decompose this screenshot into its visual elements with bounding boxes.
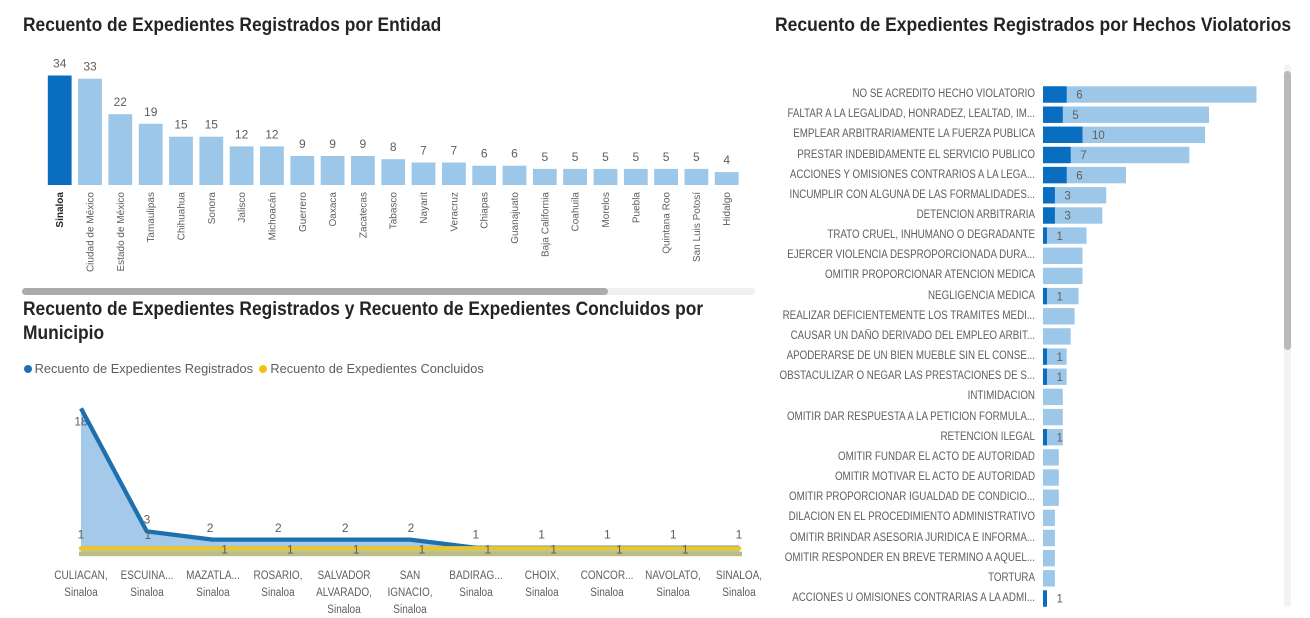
svg-text:1: 1: [1057, 372, 1063, 384]
svg-text:3: 3: [1064, 211, 1070, 223]
svg-text:5: 5: [663, 150, 670, 164]
svg-text:10: 10: [1092, 130, 1105, 142]
svg-text:Nayarit: Nayarit: [419, 192, 430, 224]
svg-text:1: 1: [736, 527, 743, 541]
svg-text:Zacatecas: Zacatecas: [358, 192, 369, 238]
svg-text:1: 1: [604, 527, 611, 541]
svg-text:Coahuila: Coahuila: [571, 192, 582, 232]
svg-text:Estado de México: Estado de México: [116, 192, 127, 272]
svg-text:9: 9: [299, 137, 306, 151]
svg-text:15: 15: [174, 118, 188, 132]
svg-text:2: 2: [408, 521, 415, 535]
svg-text:6: 6: [511, 147, 518, 161]
svg-text:1: 1: [1057, 594, 1063, 606]
svg-text:1: 1: [616, 543, 623, 557]
svg-text:1: 1: [221, 543, 228, 557]
svg-text:5: 5: [572, 150, 579, 164]
svg-text:Morelos: Morelos: [601, 192, 612, 228]
svg-text:Ciudad de México: Ciudad de México: [86, 192, 97, 272]
svg-text:1: 1: [419, 543, 426, 557]
svg-text:2: 2: [342, 521, 349, 535]
svg-text:Tamaulipas: Tamaulipas: [146, 192, 157, 243]
svg-text:9: 9: [329, 137, 336, 151]
svg-text:Oaxaca: Oaxaca: [328, 192, 339, 227]
svg-text:2: 2: [275, 521, 282, 535]
svg-text:1: 1: [670, 527, 677, 541]
svg-text:1: 1: [353, 543, 360, 557]
svg-text:1: 1: [538, 527, 545, 541]
svg-text:6: 6: [481, 147, 488, 161]
svg-text:12: 12: [265, 127, 279, 141]
svg-text:1: 1: [682, 543, 689, 557]
svg-text:5: 5: [602, 150, 609, 164]
svg-text:2: 2: [207, 521, 214, 535]
svg-text:3: 3: [144, 513, 151, 527]
svg-text:Puebla: Puebla: [631, 192, 642, 224]
svg-text:15: 15: [205, 118, 219, 132]
svg-text:Guanajuato: Guanajuato: [510, 192, 521, 244]
svg-text:3: 3: [1064, 191, 1070, 203]
svg-text:7: 7: [451, 144, 458, 158]
svg-text:San Luis Potosí: San Luis Potosí: [692, 192, 703, 262]
svg-text:Quintana Roo: Quintana Roo: [662, 192, 673, 254]
svg-text:1: 1: [144, 528, 151, 542]
svg-text:Chiapas: Chiapas: [480, 192, 491, 229]
svg-text:1: 1: [287, 543, 294, 557]
svg-text:Sonora: Sonora: [207, 192, 218, 225]
svg-text:1: 1: [1057, 291, 1063, 303]
svg-text:1: 1: [484, 543, 491, 557]
svg-text:Michoacán: Michoacán: [267, 192, 278, 240]
svg-text:7: 7: [420, 144, 427, 158]
svg-text:Baja California: Baja California: [540, 192, 551, 257]
svg-text:5: 5: [693, 150, 700, 164]
svg-text:8: 8: [390, 140, 397, 154]
svg-text:6: 6: [1076, 90, 1082, 102]
svg-text:22: 22: [114, 95, 128, 109]
svg-text:5: 5: [1072, 110, 1078, 122]
svg-text:9: 9: [360, 137, 367, 151]
svg-text:5: 5: [541, 150, 548, 164]
svg-text:Hidalgo: Hidalgo: [722, 192, 733, 226]
svg-text:1: 1: [472, 527, 479, 541]
svg-text:Sinaloa: Sinaloa: [55, 192, 66, 228]
svg-text:1: 1: [1057, 352, 1063, 364]
svg-text:33: 33: [83, 60, 97, 74]
svg-text:7: 7: [1080, 150, 1086, 162]
svg-text:1: 1: [550, 543, 557, 557]
svg-text:Chihuahua: Chihuahua: [177, 192, 188, 241]
svg-text:1: 1: [1057, 432, 1063, 444]
svg-text:Veracruz: Veracruz: [449, 192, 460, 231]
svg-text:1: 1: [1057, 231, 1063, 243]
svg-text:19: 19: [144, 105, 158, 119]
svg-text:Jalisco: Jalisco: [237, 192, 248, 223]
svg-text:6: 6: [1076, 170, 1082, 182]
svg-text:Tabasco: Tabasco: [389, 192, 400, 230]
svg-text:1: 1: [78, 527, 85, 541]
svg-text:Guerrero: Guerrero: [298, 192, 309, 232]
svg-text:12: 12: [235, 127, 249, 141]
svg-text:4: 4: [723, 153, 730, 167]
svg-text:34: 34: [53, 57, 67, 71]
svg-text:5: 5: [632, 150, 639, 164]
